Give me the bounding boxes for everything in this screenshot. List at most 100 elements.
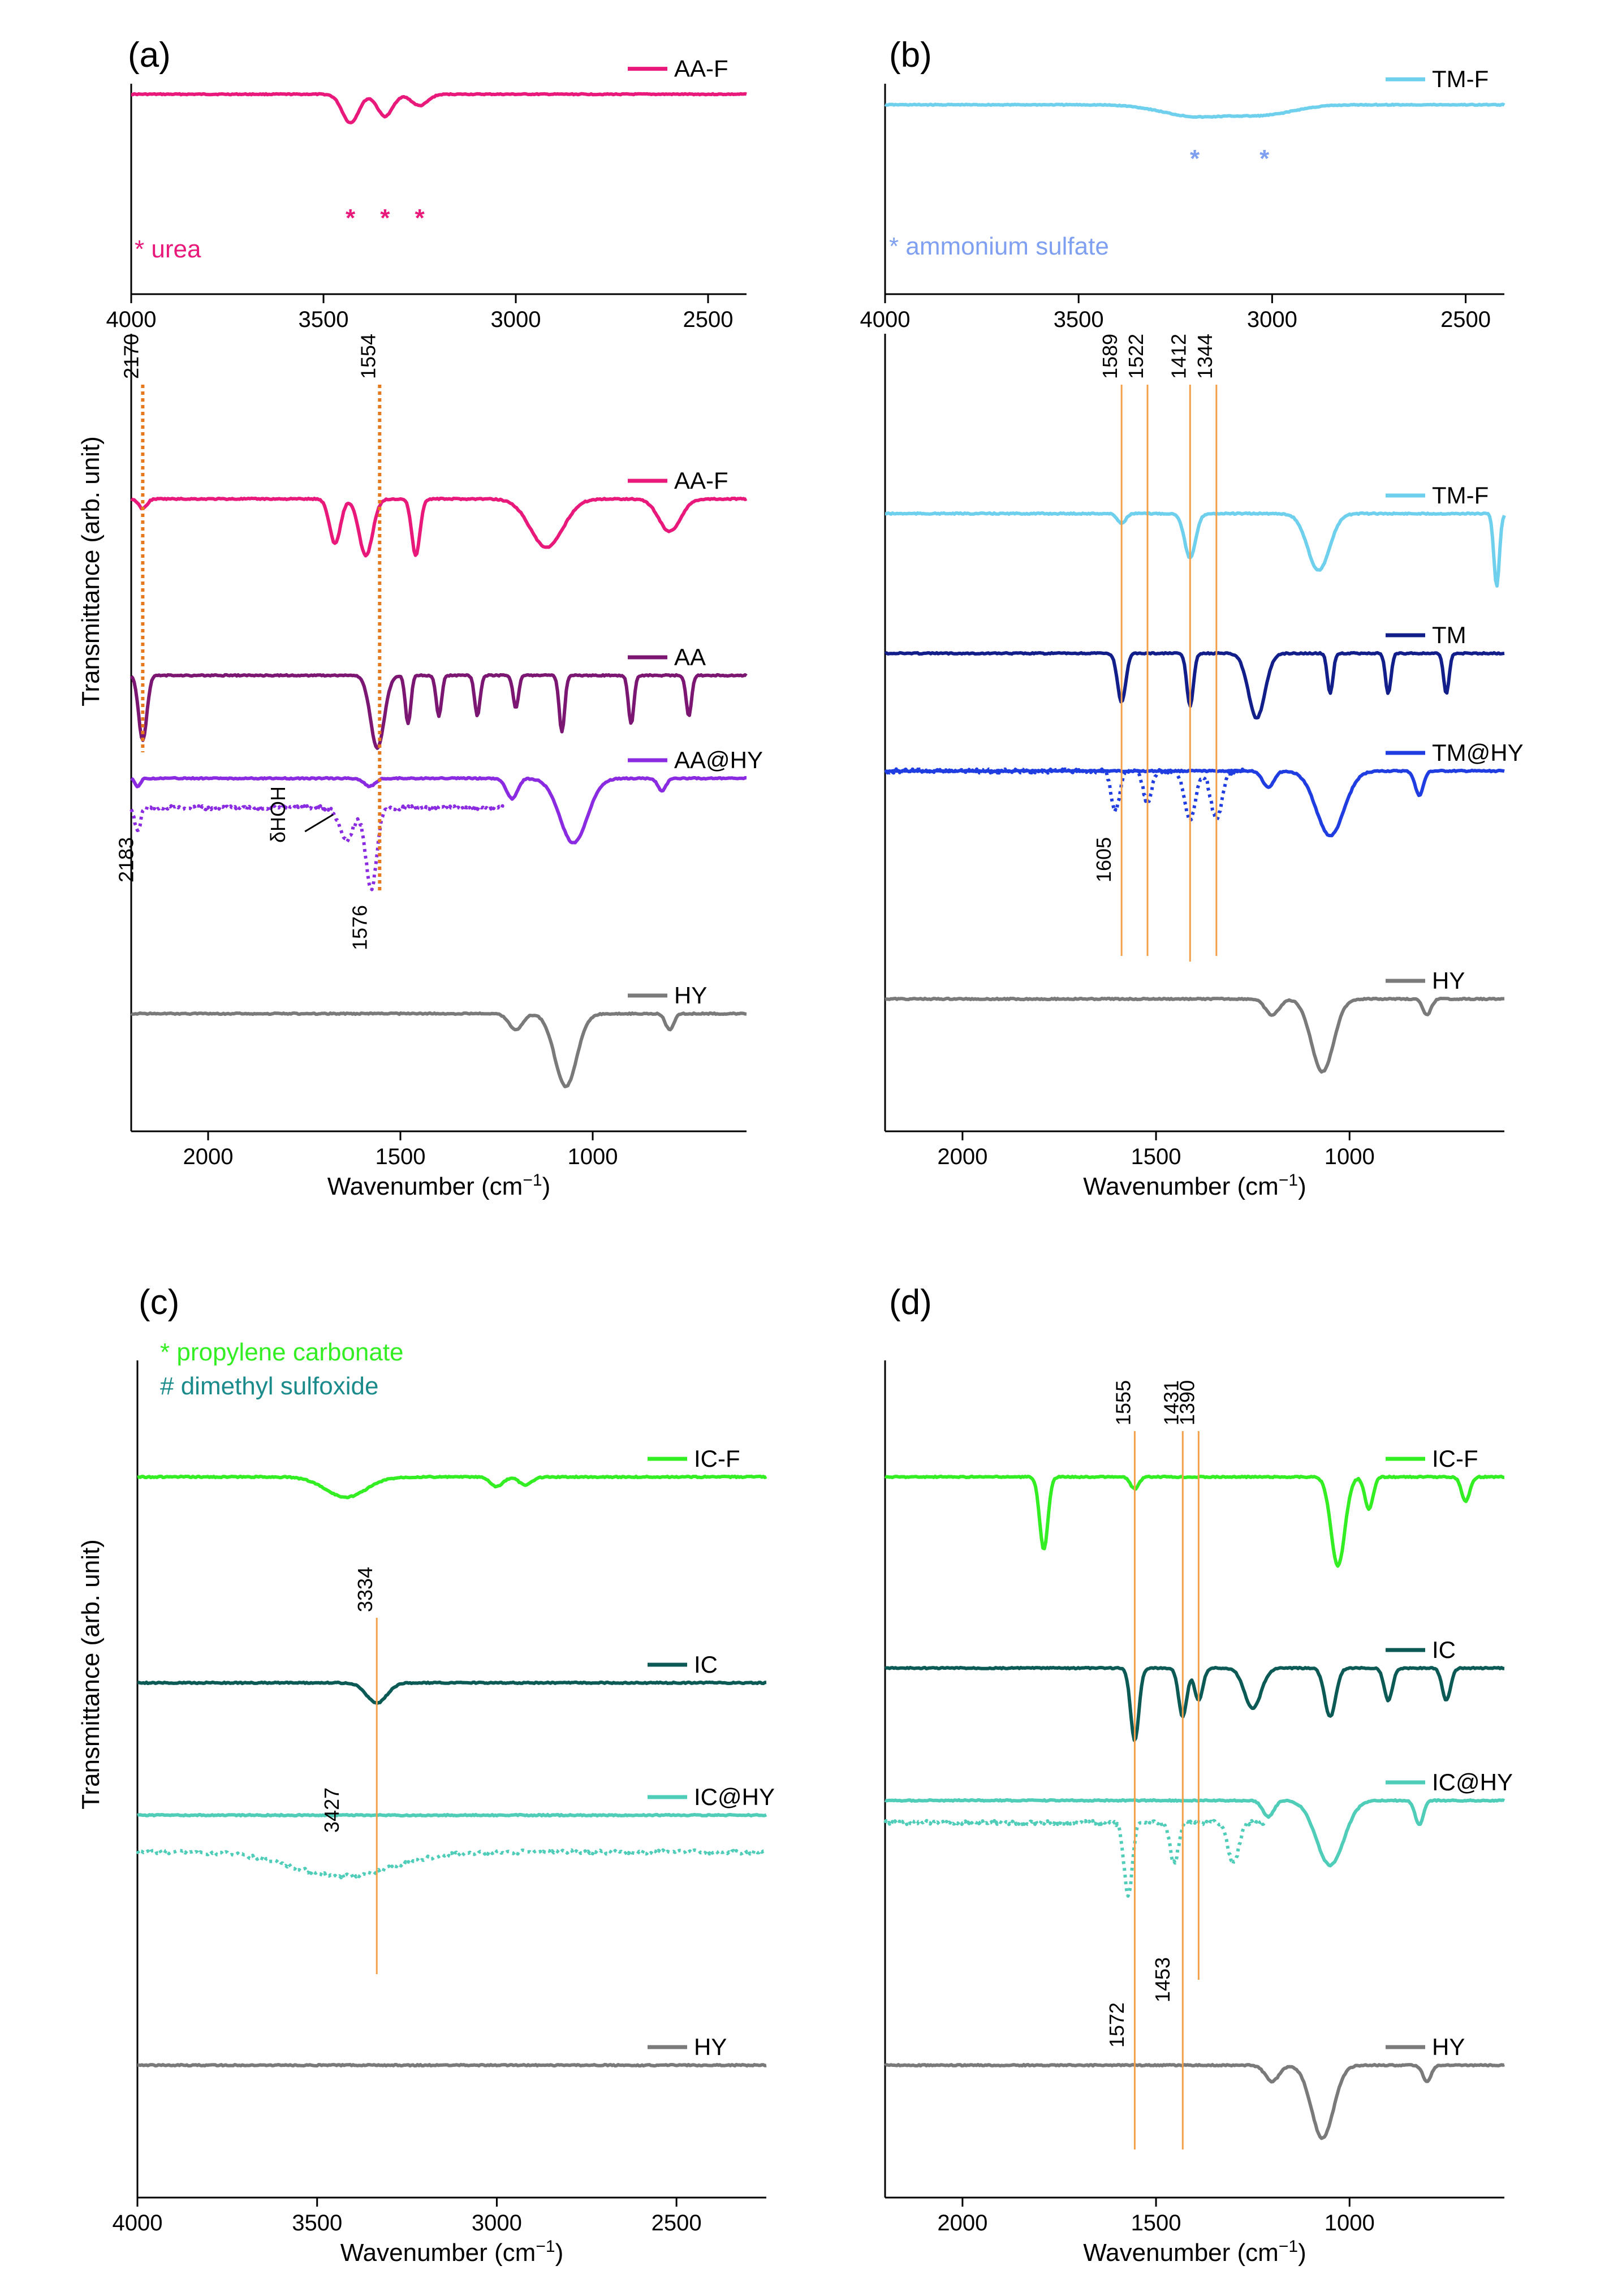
series-tm-f — [884, 102, 1505, 119]
peak-label: 1390 — [1175, 1380, 1198, 1425]
series-aa-hy-zoom- — [130, 804, 505, 891]
series-hy — [885, 996, 1505, 1074]
peak-label: 2170 — [119, 334, 143, 379]
series-hy — [130, 1011, 747, 1088]
x-tick-label: 3500 — [292, 2211, 342, 2235]
peak-marker: * — [415, 204, 425, 232]
peak-label: 1431 — [1159, 1380, 1183, 1425]
peak-label: 3427 — [320, 1787, 343, 1833]
x-tick-label: 1500 — [1131, 1144, 1181, 1169]
legend-label: HY — [674, 982, 707, 1009]
panel-b-top: 4000 3500 3000 2500 (b) TM-F * ammonium sulfat… — [860, 36, 1505, 332]
x-tick-label: 4000 — [113, 2211, 163, 2235]
x-axis-title: Wavenumber (cm−1) — [340, 2237, 563, 2267]
x-axis-title: Wavenumber (cm−1) — [1083, 2237, 1306, 2267]
peak-label: 1589 — [1098, 334, 1121, 379]
x-tick-label: 3000 — [1247, 307, 1297, 332]
peak-label: 1554 — [356, 334, 379, 379]
x-axis-title-sup: −1 — [1279, 2237, 1298, 2256]
panel-label: (b) — [889, 36, 932, 75]
series-aa — [130, 673, 748, 750]
legend-label: AA-F — [674, 55, 728, 82]
annotation-key: * propylene carbonate — [160, 1338, 404, 1366]
annotation-key: * ammonium sulfate — [889, 232, 1109, 260]
peak-label: 1522 — [1124, 334, 1148, 379]
panel-label: (d) — [889, 1283, 932, 1322]
series-tm-hy-zoom- — [884, 767, 1247, 822]
peak-label: 1412 — [1167, 334, 1190, 379]
x-axis-title-close: ) — [1298, 1173, 1306, 1200]
peak-label: 1344 — [1193, 334, 1216, 379]
x-axis-title-sup: −1 — [1279, 1171, 1298, 1190]
series-tm — [884, 651, 1505, 720]
delta-hoh-label: δHOH — [266, 786, 290, 843]
x-tick-label: 3500 — [299, 307, 349, 332]
annotation-key: * urea — [135, 235, 201, 263]
series-ic-hy-zoom- — [883, 1819, 1266, 1898]
y-axis-title: Transmittance (arb. unit) — [77, 436, 105, 707]
x-tick-label: 2000 — [937, 2211, 987, 2235]
panel-label: (a) — [128, 36, 171, 75]
legend-label: HY — [1432, 2034, 1465, 2060]
legend-label: IC@HY — [694, 1784, 775, 1810]
peak-label: 1453 — [1151, 1957, 1174, 2002]
x-tick-label: 3000 — [472, 2211, 522, 2235]
panel-label: (c) — [139, 1283, 179, 1322]
legend-label: AA-F — [674, 467, 728, 494]
legend-label: IC — [694, 1651, 718, 1678]
legend-label: IC — [1432, 1636, 1456, 1663]
series-ic-f — [885, 1474, 1505, 1568]
x-tick-label: 4000 — [106, 307, 157, 332]
series-ic-hy-zoom- — [136, 1848, 767, 1880]
legend-label: IC-F — [694, 1445, 740, 1472]
peak-label: 1555 — [1111, 1380, 1134, 1425]
x-tick-label: 1500 — [376, 1144, 426, 1169]
legend-label: IC@HY — [1432, 1769, 1513, 1795]
x-axis-title-close: ) — [542, 1173, 551, 1200]
x-tick-label: 2000 — [183, 1144, 234, 1169]
legend-label: HY — [694, 2034, 727, 2060]
peak-label: 3334 — [353, 1567, 377, 1612]
peak-label: 1576 — [348, 905, 371, 950]
series-ic-hy — [137, 1812, 767, 1818]
series-aa-f — [130, 496, 748, 558]
legend-label: TM — [1432, 622, 1466, 648]
legend-label: AA — [674, 644, 706, 670]
panel-a-top: 4000 3500 3000 2500 (a) AA-F * urea * * * — [106, 36, 747, 332]
series-ic-hy — [884, 1798, 1505, 1868]
x-tick-label: 1000 — [1325, 1144, 1375, 1169]
x-tick-label: 3500 — [1054, 307, 1104, 332]
peak-marker: * — [1259, 145, 1270, 173]
series-aa-hy — [130, 776, 747, 845]
series-tm-hy — [885, 768, 1505, 838]
annotation-key: # dimethyl sulfoxide — [160, 1372, 378, 1400]
x-tick-label: 2500 — [652, 2211, 702, 2235]
x-axis-title: Wavenumber (cm−1) — [327, 1171, 550, 1200]
x-tick-label: 2000 — [937, 1144, 987, 1169]
x-axis-title: Wavenumber (cm−1) — [1083, 1171, 1306, 1200]
legend-label: TM-F — [1432, 66, 1489, 92]
legend-label: AA@HY — [674, 747, 763, 773]
legend-label: HY — [1432, 967, 1465, 994]
series-tm-f — [885, 511, 1506, 588]
series-ic — [885, 1665, 1505, 1742]
x-tick-label: 2500 — [1440, 307, 1491, 332]
legend-label: TM@HY — [1432, 739, 1524, 766]
legend-label: IC-F — [1432, 1445, 1478, 1472]
peak-marker: * — [1190, 145, 1200, 173]
y-axis-title: Transmittance (arb. unit) — [77, 1539, 105, 1810]
x-tick-label: 4000 — [860, 307, 911, 332]
x-axis-title-sup: −1 — [536, 2237, 555, 2256]
series-aa-f — [131, 92, 747, 124]
series-hy — [137, 2062, 767, 2068]
x-tick-label: 2500 — [683, 307, 734, 332]
x-tick-label: 1500 — [1131, 2211, 1181, 2235]
peak-marker: * — [380, 204, 390, 232]
panel-c: 4000 3500 3000 2500 Wavenumber (cm−1) Transmi… — [77, 1283, 775, 2267]
x-axis-title-close: ) — [1298, 2239, 1306, 2267]
peak-marker: * — [346, 204, 356, 232]
series-ic-f — [137, 1474, 767, 1500]
legend-label: TM-F — [1432, 482, 1489, 509]
panel-a-main: 2000 1500 1000 Wavenumber (cm−1) Transmittan… — [77, 334, 763, 1200]
